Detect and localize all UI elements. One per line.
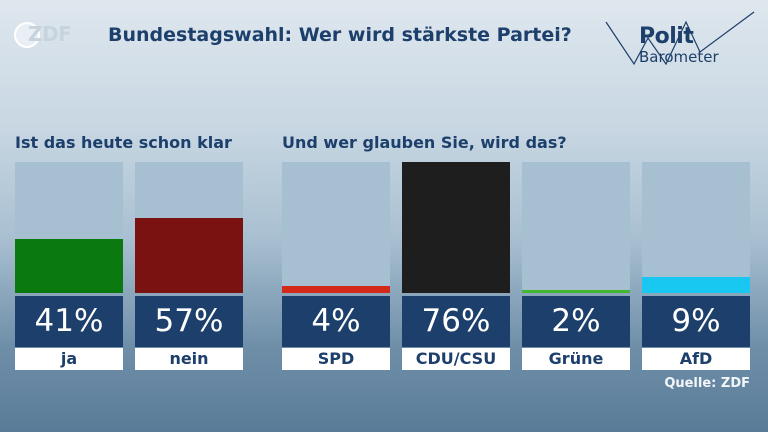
politbarometer-logo: Polit Barometer bbox=[600, 8, 760, 78]
category-label-nein: nein bbox=[135, 348, 243, 370]
chart-title-1: Ist das heute schon klar bbox=[15, 133, 232, 152]
bar-track-cdu-csu bbox=[402, 162, 510, 293]
bar-ja bbox=[15, 239, 123, 293]
zdf-logo: ZDF bbox=[14, 20, 84, 50]
category-label-afd: AfD bbox=[642, 348, 750, 370]
chart-title-2: Und wer glauben Sie, wird das? bbox=[282, 133, 567, 152]
category-label-cdu-csu: CDU/CSU bbox=[402, 348, 510, 370]
bar-track-afd bbox=[642, 162, 750, 293]
value-label-afd: 9% bbox=[642, 296, 750, 347]
brand-polit: Polit bbox=[639, 24, 694, 49]
page-title: Bundestagswahl: Wer wird stärkste Partei… bbox=[108, 24, 572, 46]
brand-barometer: Barometer bbox=[639, 48, 719, 66]
category-label-ja: ja bbox=[15, 348, 123, 370]
bar-nein bbox=[135, 218, 243, 293]
bar-track-nein bbox=[135, 162, 243, 293]
category-label-gr-ne: Grüne bbox=[522, 348, 630, 370]
politbarometer-zigzag-icon bbox=[605, 11, 755, 66]
value-label-nein: 57% bbox=[135, 296, 243, 347]
bar-cdu-csu bbox=[402, 162, 510, 293]
bar-afd bbox=[642, 277, 750, 293]
zdf-logo-text: ZDF bbox=[28, 22, 72, 46]
source-label: Quelle: ZDF bbox=[664, 376, 750, 391]
bar-track-spd bbox=[282, 162, 390, 293]
bar-track-ja bbox=[15, 162, 123, 293]
bar-gr-ne bbox=[522, 290, 630, 293]
category-label-spd: SPD bbox=[282, 348, 390, 370]
bar-track-gr-ne bbox=[522, 162, 630, 293]
bar-spd bbox=[282, 286, 390, 293]
value-label-ja: 41% bbox=[15, 296, 123, 347]
value-label-cdu-csu: 76% bbox=[402, 296, 510, 347]
value-label-gr-ne: 2% bbox=[522, 296, 630, 347]
zdf-logo-circle bbox=[14, 22, 40, 48]
value-label-spd: 4% bbox=[282, 296, 390, 347]
